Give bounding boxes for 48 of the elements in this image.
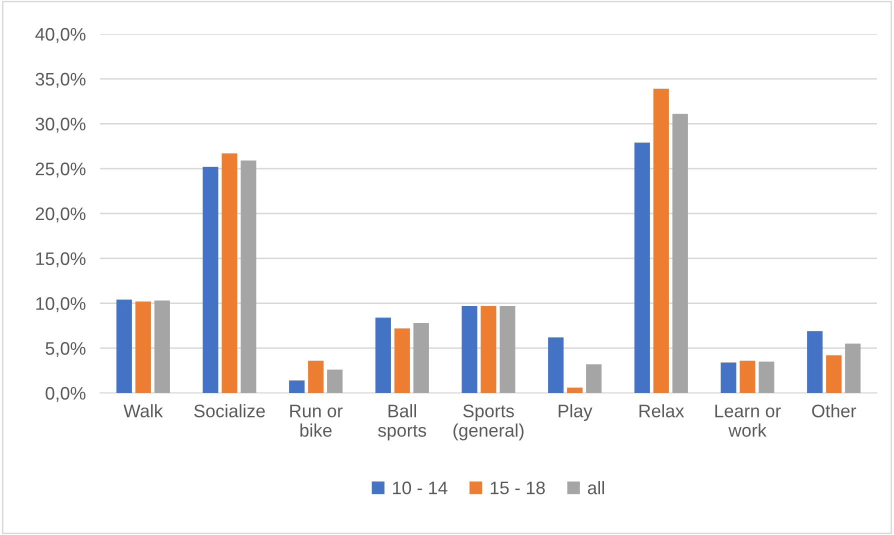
bar bbox=[845, 344, 861, 393]
bar bbox=[586, 364, 602, 393]
legend-label: all bbox=[588, 481, 604, 494]
y-tick-label: 30,0% bbox=[36, 118, 86, 133]
bar bbox=[826, 355, 842, 393]
bar bbox=[375, 318, 391, 393]
x-tick-label: Play bbox=[558, 404, 592, 421]
bar bbox=[202, 166, 218, 393]
bar bbox=[413, 322, 429, 393]
x-tick-label: Ball sports bbox=[378, 404, 426, 440]
bar bbox=[240, 160, 256, 393]
x-tick-label: Run or bike bbox=[290, 404, 343, 437]
y-tick-label: 15,0% bbox=[36, 252, 86, 268]
bar bbox=[222, 153, 238, 393]
y-tick-label: 35,0% bbox=[36, 72, 86, 88]
bar bbox=[308, 360, 324, 393]
bar bbox=[720, 362, 736, 393]
x-tick-label: Other bbox=[812, 404, 856, 418]
bar bbox=[289, 380, 305, 393]
bar bbox=[394, 328, 410, 393]
x-tick-label: Relax bbox=[640, 404, 684, 418]
bar bbox=[758, 362, 774, 393]
bar bbox=[135, 301, 151, 393]
bar bbox=[740, 360, 756, 393]
bar bbox=[548, 337, 564, 393]
bar bbox=[634, 142, 650, 393]
bar bbox=[154, 300, 170, 393]
y-tick-label: 5,0% bbox=[46, 342, 86, 357]
x-tick-label: Socialize bbox=[194, 404, 265, 418]
y-tick-label: 25,0% bbox=[36, 162, 86, 178]
y-tick-label: 10,0% bbox=[36, 297, 86, 312]
bar bbox=[807, 331, 823, 393]
bar bbox=[480, 306, 496, 393]
y-tick-label: 0,0% bbox=[46, 386, 86, 402]
x-tick-label: Sports (general) bbox=[453, 404, 524, 440]
bar bbox=[500, 306, 516, 393]
x-tick-label: Walk bbox=[124, 404, 163, 418]
bar bbox=[567, 388, 583, 393]
bar bbox=[653, 88, 669, 393]
x-tick-label: Learn or work bbox=[715, 404, 781, 437]
y-tick-label: 20,0% bbox=[36, 207, 86, 222]
y-tick-label: 40,0% bbox=[35, 28, 86, 43]
bar bbox=[327, 370, 343, 393]
bar bbox=[116, 300, 132, 393]
bar bbox=[672, 114, 688, 393]
bar bbox=[462, 306, 478, 393]
legend-label: 15 - 18 bbox=[490, 482, 545, 494]
legend-label: 10 - 14 bbox=[393, 482, 448, 494]
